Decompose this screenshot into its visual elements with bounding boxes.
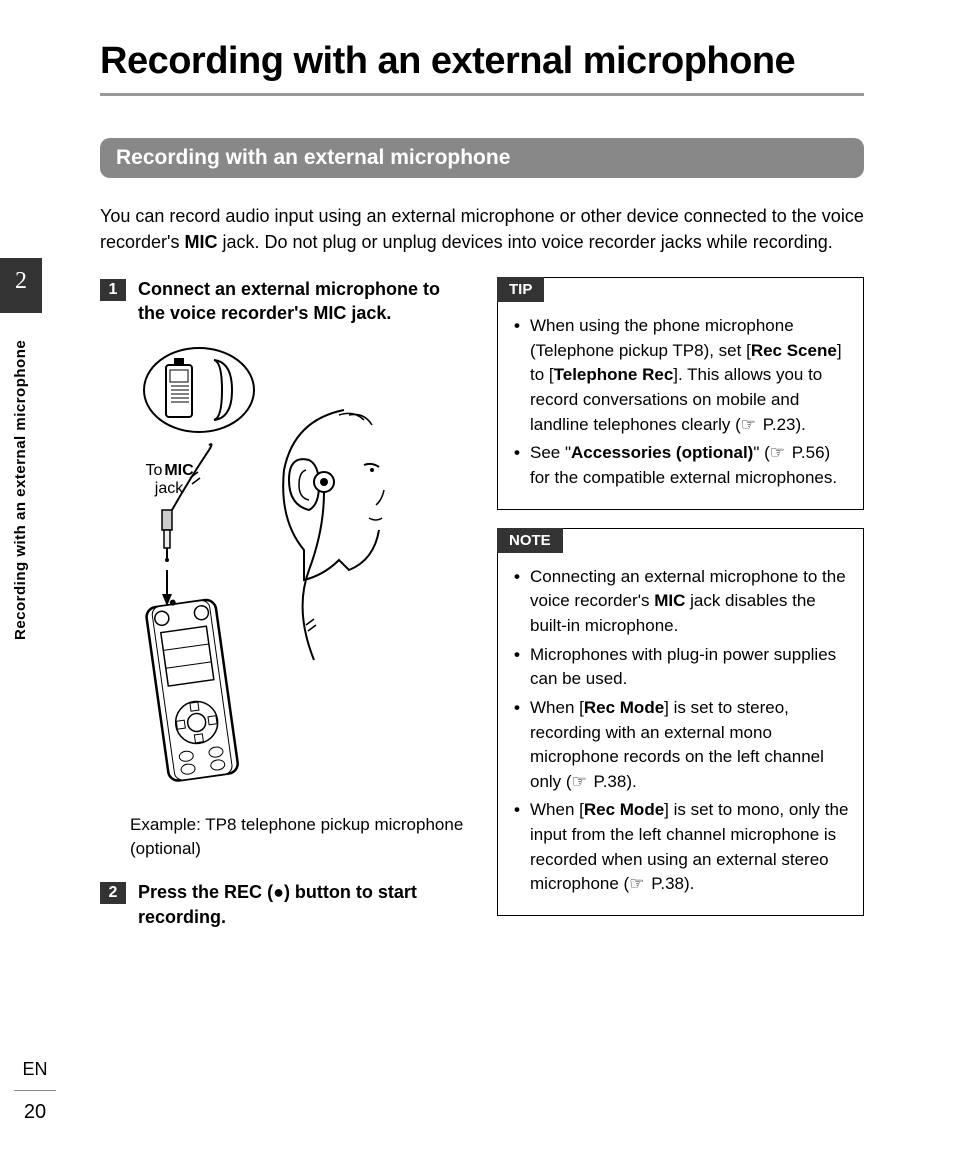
step-number: 2 [100,882,126,904]
step-2: 2 Press the REC (●) button to start reco… [100,880,467,929]
svg-text:jack: jack [154,480,184,497]
note-label: NOTE [497,528,563,553]
step-number: 1 [100,279,126,301]
tip-item: See "Accessories (optional)" ( P.56) for… [512,441,849,490]
step-1: 1 Connect an external microphone to the … [100,277,467,326]
right-column: TIP When using the phone microphone (Tel… [497,277,864,943]
chapter-tab: 2 [0,258,42,313]
page-title: Recording with an external microphone [100,40,864,96]
step-text: Press the REC (●) button to start record… [138,880,467,929]
connection-diagram: To MIC jack [114,340,467,795]
page-footer: EN 20 [14,1059,56,1124]
intro-paragraph: You can record audio input using an exte… [100,203,864,255]
note-item: When [Rec Mode] is set to stereo, record… [512,696,849,795]
chapter-number: 2 [0,268,42,295]
language-code: EN [14,1059,56,1091]
note-item: Connecting an external microphone to the… [512,565,849,639]
side-running-head: Recording with an external microphone [12,320,29,640]
note-item: Microphones with plug-in power supplies … [512,643,849,692]
tip-item: When using the phone microphone (Telepho… [512,314,849,437]
section-heading: Recording with an external microphone [100,138,864,178]
tip-label: TIP [497,277,544,302]
svg-text:To: To [146,462,163,479]
step-text: Connect an external microphone to the vo… [138,277,467,326]
note-item: When [Rec Mode] is set to mono, only the… [512,798,849,897]
page-number: 20 [14,1101,56,1124]
note-box: NOTE Connecting an external microphone t… [497,528,864,916]
diagram-caption: Example: TP8 telephone pickup microphone… [130,813,467,861]
left-column: 1 Connect an external microphone to the … [100,277,467,943]
tip-box: TIP When using the phone microphone (Tel… [497,277,864,509]
svg-text:MIC: MIC [164,462,194,479]
